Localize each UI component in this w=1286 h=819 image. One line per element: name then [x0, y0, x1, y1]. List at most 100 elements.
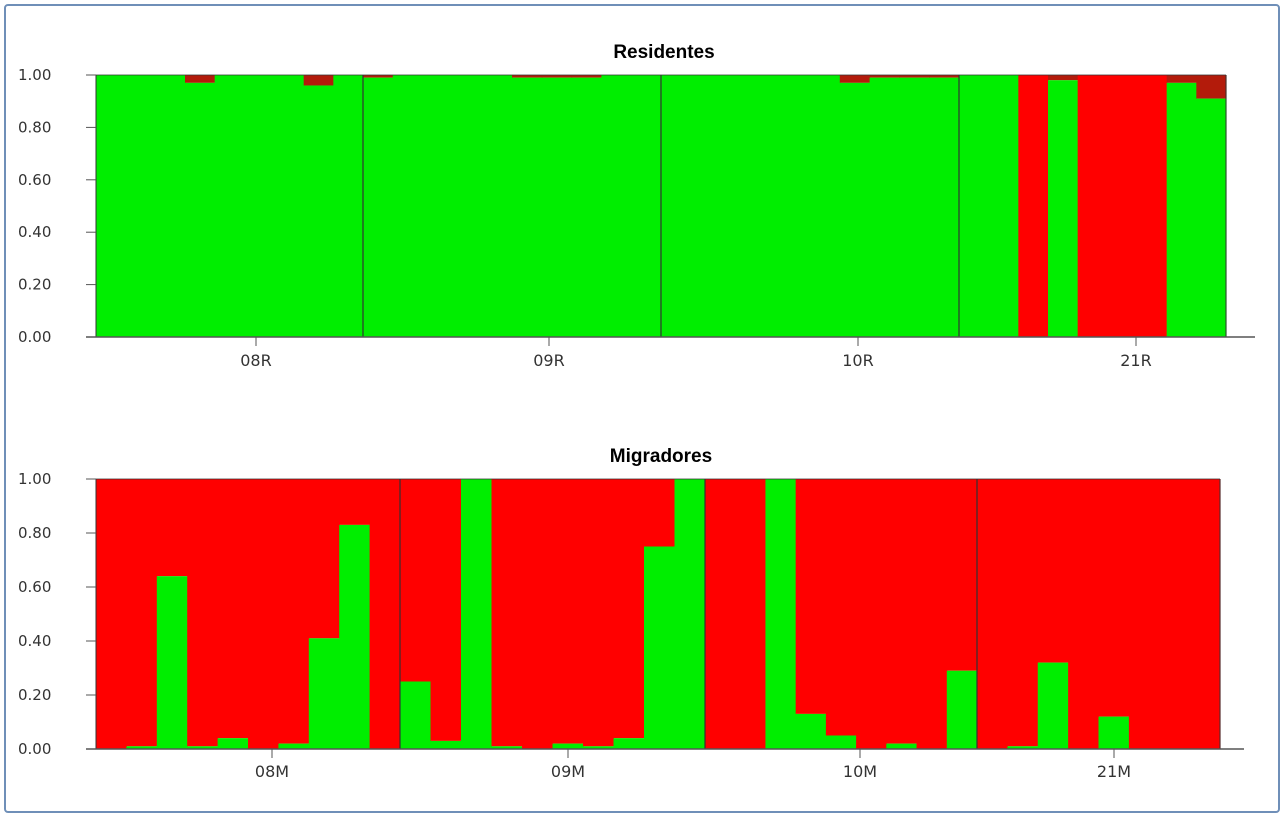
panel-1: Migradores 1.00 0.80 0.60 0.40 0.20 0.00 08M 09M… [18, 442, 1244, 781]
bar-segment-other [369, 479, 401, 749]
y-tick-label: 0.40 [18, 223, 51, 241]
bar-segment-other [308, 479, 340, 639]
bar-segment-other [1159, 479, 1191, 749]
y-tick-label: 0.60 [18, 578, 51, 596]
bar-segment-green [869, 77, 900, 338]
bar-segment-green [795, 713, 827, 749]
bar-segment-green [339, 524, 371, 749]
bar-segment-green [155, 75, 186, 337]
bar-segment-green [613, 738, 645, 749]
bar-segment-green [541, 77, 573, 338]
bar-segment-other [552, 479, 584, 744]
bar-segment-green [780, 75, 811, 337]
bar-segment-green [430, 740, 462, 749]
bar-segment-other [248, 479, 279, 749]
bar-segment-green [125, 75, 156, 337]
bar-segment-other [705, 479, 736, 749]
chart-title-bg [590, 442, 726, 468]
bar-segment-green [185, 82, 216, 337]
bar-segment-green [899, 77, 930, 338]
bar-segment-other [430, 479, 462, 741]
y-tick-label: 0.00 [18, 328, 51, 346]
bar-segment-other [185, 75, 216, 83]
bar-segment-other [1068, 479, 1100, 749]
bar-segment-green [929, 77, 960, 338]
bar-segment-green [214, 75, 245, 337]
bar-segment-other [541, 75, 573, 78]
bar-segment-green [274, 75, 305, 337]
bar-segment-other [1107, 75, 1138, 337]
chart-title: Residentes [613, 42, 714, 63]
bar-segment-green [765, 479, 797, 749]
bar-segment-other [1018, 75, 1049, 337]
bar-segment-green [512, 77, 543, 338]
category-label-09R: 09R [533, 351, 564, 370]
bar-segment-green [946, 670, 978, 749]
bar-segment-other [839, 75, 871, 83]
bar-segment-other [1007, 479, 1039, 747]
bar-segment-other [126, 479, 158, 747]
bar-segment-green [1196, 98, 1227, 337]
y-tick-label: 0.80 [18, 524, 51, 542]
panel-0: Residentes 1.00 0.80 0.60 0.40 0.20 0.00 08R 09R… [18, 38, 1255, 370]
bar-segment-green [187, 746, 219, 749]
bar-segment-green [126, 746, 158, 749]
bar-segment-other [929, 75, 960, 78]
bar-segment-other [1166, 75, 1197, 83]
bar-segment-green [333, 75, 364, 337]
y-tick-label: 0.20 [18, 276, 51, 294]
bar-segment-other [363, 75, 394, 78]
bar-segment-other [886, 479, 918, 744]
category-label-10M: 10M [843, 762, 877, 781]
bar-segment-green [482, 75, 513, 337]
bar-segment-green [810, 75, 841, 337]
bar-segment-other [1098, 479, 1130, 717]
bar-segment-other [512, 75, 543, 78]
bar-segment-other [400, 479, 432, 682]
bar-segment-other [187, 479, 219, 747]
bar-segment-other [899, 75, 930, 78]
bar-segment-other [856, 479, 887, 749]
bar-segment-other [795, 479, 827, 714]
bar-segment-other [916, 479, 948, 749]
y-tick-label: 0.20 [18, 686, 51, 704]
bar-segment-green [959, 75, 990, 337]
bar-segment-other [946, 479, 978, 671]
y-tick-label: 1.00 [18, 66, 51, 84]
bar-segment-other [869, 75, 900, 78]
bar-segment-other [339, 479, 371, 525]
bar-segment-green [674, 479, 706, 749]
y-tick-label: 0.60 [18, 171, 51, 189]
y-tick-label: 1.00 [18, 470, 51, 488]
bar-segment-other [491, 479, 523, 747]
bar-segment-other [613, 479, 645, 739]
bar-segment-other [1037, 479, 1069, 663]
bar-segment-other [278, 479, 310, 744]
bar-segment-green [96, 75, 127, 337]
bar-segment-other [217, 479, 249, 739]
bar-segment-green [303, 85, 334, 337]
bar-segment-other [735, 479, 767, 749]
bar-segment-other [583, 479, 615, 747]
bar-segment-green [452, 75, 483, 337]
bar-segment-other [1189, 479, 1221, 749]
bar-segment-green [631, 75, 662, 337]
bar-segment-green [1098, 716, 1130, 749]
bar-segment-green [1007, 746, 1039, 749]
bar-segment-green [690, 75, 722, 337]
bar-segment-green [583, 746, 615, 749]
category-label-08M: 08M [255, 762, 289, 781]
bar-segment-green [1166, 82, 1197, 337]
bar-segment-green [825, 735, 857, 749]
bar-segment-green [1048, 80, 1079, 338]
bar-segment-other [1077, 75, 1108, 337]
bar-segment-green [422, 75, 453, 337]
bar-segment-green [988, 75, 1019, 337]
category-label-09M: 09M [551, 762, 585, 781]
bar-segment-green [661, 75, 692, 337]
y-tick-label: 0.40 [18, 632, 51, 650]
bar-segment-green [571, 77, 602, 338]
bar-segment-other [1048, 75, 1079, 81]
bar-segment-other [522, 479, 554, 749]
